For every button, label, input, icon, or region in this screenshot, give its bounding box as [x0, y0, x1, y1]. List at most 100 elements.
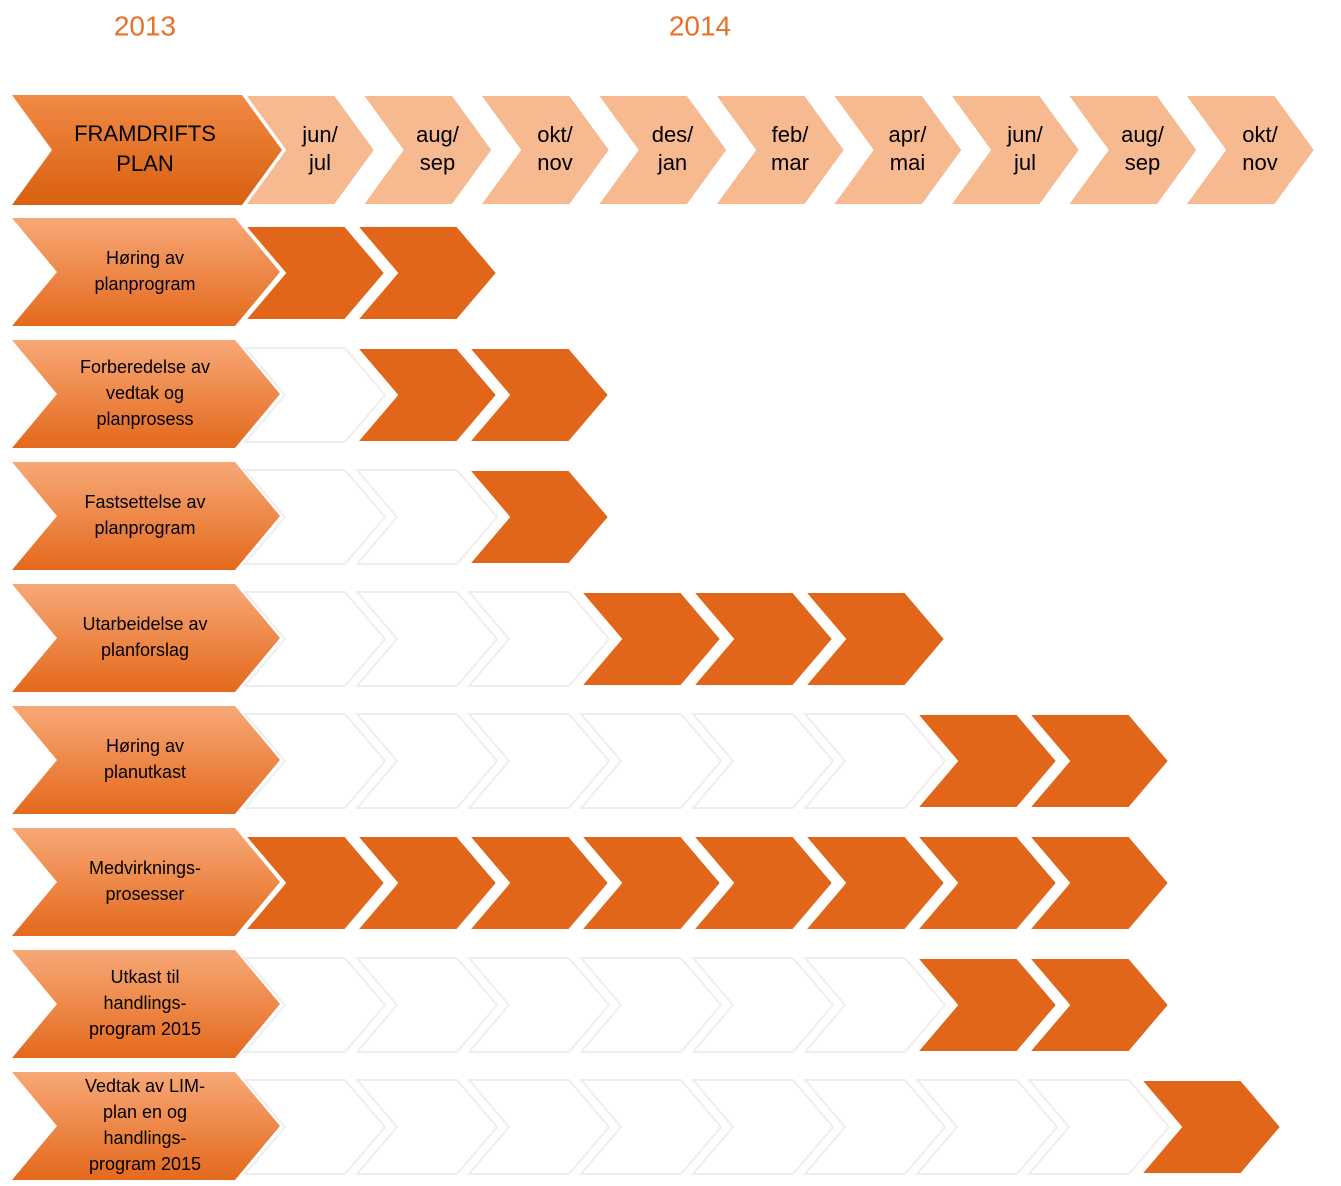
inactive-period	[802, 713, 947, 809]
inactive-period	[690, 1079, 835, 1175]
period-chevron	[478, 94, 612, 206]
period-label: okt/nov	[537, 122, 573, 175]
task-label-line: Vedtak av LIM-	[85, 1076, 205, 1096]
year-label: 2013	[114, 10, 176, 41]
active-period	[242, 225, 387, 321]
task-label-line: Utarbeidelse av	[82, 614, 207, 634]
inactive-period	[466, 1079, 611, 1175]
inactive-period	[578, 957, 723, 1053]
active-period	[690, 835, 835, 931]
task-chevron	[12, 218, 280, 326]
period-chevron	[1065, 94, 1199, 206]
period-chevron	[243, 94, 377, 206]
active-period	[578, 591, 723, 687]
task-label-line: plan en og	[103, 1102, 187, 1122]
inactive-period	[1026, 1079, 1171, 1175]
task-label: Medvirknings-prosesser	[89, 858, 201, 904]
task-label: Utkast til handlings-program 2015	[89, 967, 201, 1039]
active-period	[802, 591, 947, 687]
active-period	[1026, 713, 1171, 809]
active-period	[354, 347, 499, 443]
inactive-period	[242, 469, 387, 565]
period-label-line: jul	[1013, 150, 1036, 175]
active-period	[1026, 835, 1171, 931]
task-label-line: Medvirknings-	[89, 858, 201, 878]
inactive-period	[242, 713, 387, 809]
task-label-line: Fastsettelse av	[84, 492, 205, 512]
period-label-line: jan	[657, 150, 687, 175]
active-period	[354, 835, 499, 931]
period-label-line: jun/	[301, 122, 338, 147]
inactive-period	[354, 469, 499, 565]
task-label: Høring av planutkast	[104, 736, 186, 782]
task-label: Vedtak av LIM-plan en og handlings-progra…	[85, 1076, 205, 1174]
period-label: apr/mai	[889, 122, 928, 175]
period-label: feb/mar	[771, 122, 809, 175]
task-label-line: planprogram	[94, 274, 195, 294]
task-label-line: Høring av	[106, 248, 184, 268]
period-chevron	[1183, 94, 1317, 206]
header-label-line: FRAMDRIFTS	[74, 121, 216, 146]
inactive-period	[242, 1079, 387, 1175]
period-chevron	[595, 94, 729, 206]
inactive-period	[578, 1079, 723, 1175]
inactive-period	[802, 1079, 947, 1175]
inactive-period	[242, 957, 387, 1053]
task-label-line: program 2015	[89, 1019, 201, 1039]
task-chevron	[12, 584, 280, 692]
active-period	[466, 347, 611, 443]
inactive-period	[802, 957, 947, 1053]
task-chevron	[12, 828, 280, 936]
active-period	[1138, 1079, 1283, 1175]
active-period	[914, 713, 1059, 809]
task-label-line: Utkast til	[110, 967, 179, 987]
active-period	[690, 591, 835, 687]
period-chevron	[830, 94, 964, 206]
period-label-line: mai	[890, 150, 925, 175]
inactive-period	[690, 957, 835, 1053]
period-label-line: sep	[420, 150, 455, 175]
task-label-line: handlings-	[103, 993, 186, 1013]
active-period	[578, 835, 723, 931]
period-label: jun/jul	[301, 122, 338, 175]
task-label-line: planprosess	[96, 409, 193, 429]
task-label-line: planprogram	[94, 518, 195, 538]
inactive-period	[914, 1079, 1059, 1175]
inactive-period	[354, 957, 499, 1053]
period-label-line: jul	[308, 150, 331, 175]
period-chevron	[713, 94, 847, 206]
task-label-line: Høring av	[106, 736, 184, 756]
active-period	[914, 835, 1059, 931]
period-label-line: nov	[537, 150, 572, 175]
task-label-line: prosesser	[105, 884, 184, 904]
header-label-line: PLAN	[116, 151, 173, 176]
task-label-line: handlings-	[103, 1128, 186, 1148]
task-label-line: planutkast	[104, 762, 186, 782]
period-label-line: aug/	[416, 122, 460, 147]
active-period	[802, 835, 947, 931]
period-label: okt/nov	[1242, 122, 1278, 175]
period-label-line: nov	[1242, 150, 1277, 175]
period-label-line: des/	[652, 122, 694, 147]
period-label: des/jan	[652, 122, 694, 175]
task-chevron	[12, 706, 280, 814]
task-chevron	[12, 1072, 280, 1180]
period-label: aug/sep	[416, 122, 460, 175]
inactive-period	[466, 713, 611, 809]
inactive-period	[578, 713, 723, 809]
task-label: Forberedelse av vedtak og planprosess	[80, 357, 210, 429]
year-label: 2014	[669, 10, 731, 41]
active-period	[242, 835, 387, 931]
header-label: FRAMDRIFTS PLAN	[74, 121, 216, 176]
period-label-line: aug/	[1121, 122, 1165, 147]
task-label-line: vedtak og	[106, 383, 184, 403]
header-chevron	[12, 95, 282, 205]
task-label: Høring av planprogram	[94, 248, 195, 294]
period-label: jun/jul	[1006, 122, 1043, 175]
period-label-line: apr/	[889, 122, 928, 147]
task-label-line: program 2015	[89, 1154, 201, 1174]
period-label-line: okt/	[1242, 122, 1278, 147]
period-label-line: okt/	[537, 122, 573, 147]
inactive-period	[466, 957, 611, 1053]
period-chevron	[360, 94, 494, 206]
